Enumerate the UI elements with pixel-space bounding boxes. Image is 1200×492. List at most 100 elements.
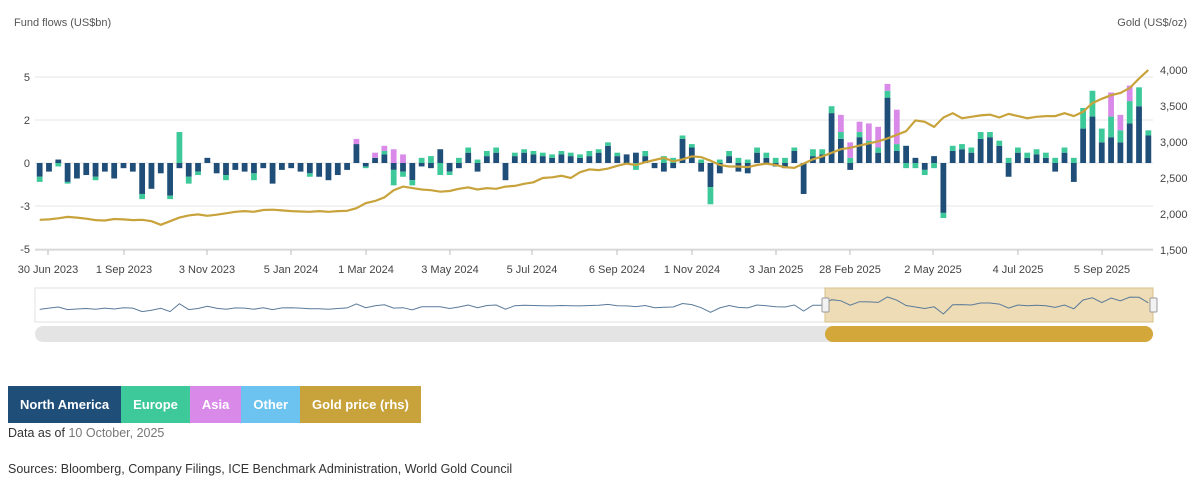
bar-north-america[interactable] xyxy=(921,163,928,170)
bar-europe[interactable] xyxy=(959,144,965,150)
bar-north-america[interactable] xyxy=(446,163,453,172)
bar-north-america[interactable] xyxy=(139,163,146,194)
bar-north-america[interactable] xyxy=(800,163,807,194)
bar-asia[interactable] xyxy=(381,145,388,151)
bar-europe[interactable] xyxy=(688,144,695,148)
bar-asia[interactable] xyxy=(893,109,900,145)
bar-asia[interactable] xyxy=(847,142,854,158)
bar-europe[interactable] xyxy=(567,152,574,157)
bar-europe[interactable] xyxy=(856,132,863,138)
bar-europe[interactable] xyxy=(642,150,649,157)
bar-north-america[interactable] xyxy=(623,154,630,163)
bar-north-america[interactable] xyxy=(502,163,509,181)
bar-europe[interactable] xyxy=(735,157,742,163)
bar-europe[interactable] xyxy=(698,159,705,163)
bar-asia[interactable] xyxy=(1117,114,1124,131)
bar-europe[interactable] xyxy=(912,163,919,169)
bar-north-america[interactable] xyxy=(120,163,127,169)
bar-north-america[interactable] xyxy=(362,163,369,167)
bar-europe[interactable] xyxy=(511,152,518,157)
bar-europe[interactable] xyxy=(968,147,975,153)
bar-north-america[interactable] xyxy=(223,163,229,176)
bar-europe[interactable] xyxy=(223,175,229,181)
bar-europe[interactable] xyxy=(418,157,425,163)
range-navigator[interactable] xyxy=(34,287,1158,342)
bar-europe[interactable] xyxy=(838,132,844,139)
bar-europe[interactable] xyxy=(1145,130,1152,136)
bar-europe[interactable] xyxy=(605,142,611,146)
bar-europe[interactable] xyxy=(390,169,397,186)
bar-north-america[interactable] xyxy=(828,113,835,163)
bar-north-america[interactable] xyxy=(726,156,732,163)
bar-north-america[interactable] xyxy=(1145,135,1152,163)
bar-north-america[interactable] xyxy=(959,149,965,163)
bar-north-america[interactable] xyxy=(977,138,984,163)
bar-north-america[interactable] xyxy=(633,152,639,163)
bar-europe[interactable] xyxy=(195,171,201,176)
bar-asia[interactable] xyxy=(1126,85,1133,102)
bar-europe[interactable] xyxy=(828,106,835,114)
bar-north-america[interactable] xyxy=(260,163,267,169)
bar-north-america[interactable] xyxy=(297,163,304,172)
bar-north-america[interactable] xyxy=(838,138,844,163)
bar-europe[interactable] xyxy=(381,150,388,155)
bar-north-america[interactable] xyxy=(707,163,714,188)
bar-north-america[interactable] xyxy=(1080,128,1087,163)
bar-north-america[interactable] xyxy=(996,145,1003,163)
bar-north-america[interactable] xyxy=(111,163,118,179)
bar-north-america[interactable] xyxy=(1070,163,1077,182)
bar-europe[interactable] xyxy=(539,152,546,157)
bar-europe[interactable] xyxy=(400,171,406,177)
bar-north-america[interactable] xyxy=(1089,116,1096,163)
bar-europe[interactable] xyxy=(55,163,62,167)
bar-europe[interactable] xyxy=(586,150,593,157)
gold-price-line[interactable] xyxy=(39,69,1150,226)
flow-bars[interactable] xyxy=(36,83,1152,219)
bar-europe[interactable] xyxy=(744,159,751,163)
bar-europe[interactable] xyxy=(726,150,732,157)
bar-europe[interactable] xyxy=(763,152,770,158)
bar-north-america[interactable] xyxy=(251,163,257,174)
bar-europe[interactable] xyxy=(558,150,565,155)
bar-asia[interactable] xyxy=(838,114,844,133)
bar-europe[interactable] xyxy=(251,173,257,181)
bar-north-america[interactable] xyxy=(642,156,649,163)
bar-north-america[interactable] xyxy=(931,156,937,163)
bar-asia[interactable] xyxy=(856,121,863,133)
bar-north-america[interactable] xyxy=(83,163,90,176)
bar-europe[interactable] xyxy=(92,176,99,181)
bar-europe[interactable] xyxy=(1005,157,1012,163)
bar-north-america[interactable] xyxy=(893,150,900,163)
bar-north-america[interactable] xyxy=(651,163,658,169)
bar-north-america[interactable] xyxy=(1126,123,1133,163)
bar-europe[interactable] xyxy=(931,163,937,169)
bar-north-america[interactable] xyxy=(1015,152,1021,163)
bar-north-america[interactable] xyxy=(968,152,975,163)
bar-europe[interactable] xyxy=(493,147,500,153)
bar-north-america[interactable] xyxy=(856,137,863,163)
bar-europe[interactable] xyxy=(474,159,481,163)
bar-north-america[interactable] xyxy=(539,156,546,163)
bar-europe[interactable] xyxy=(949,145,956,151)
bar-north-america[interactable] xyxy=(521,152,528,163)
bar-north-america[interactable] xyxy=(36,163,43,177)
bar-europe[interactable] xyxy=(465,147,472,153)
bar-asia[interactable] xyxy=(353,138,360,145)
bar-europe[interactable] xyxy=(64,181,71,184)
bar-europe[interactable] xyxy=(456,157,462,163)
bar-europe[interactable] xyxy=(754,147,760,153)
bar-europe[interactable] xyxy=(633,163,639,170)
bar-europe[interactable] xyxy=(483,150,490,157)
bar-europe[interactable] xyxy=(884,90,891,98)
bar-europe[interactable] xyxy=(614,152,621,157)
bar-north-america[interactable] xyxy=(1136,106,1142,163)
bar-north-america[interactable] xyxy=(74,163,80,179)
bar-europe[interactable] xyxy=(1126,101,1133,124)
bar-europe[interactable] xyxy=(1098,128,1105,143)
bar-europe[interactable] xyxy=(176,132,183,163)
bar-europe[interactable] xyxy=(1052,157,1059,163)
bar-europe[interactable] xyxy=(1015,147,1021,153)
bar-north-america[interactable] xyxy=(316,163,323,177)
bar-north-america[interactable] xyxy=(372,157,378,163)
bar-asia[interactable] xyxy=(884,83,891,91)
